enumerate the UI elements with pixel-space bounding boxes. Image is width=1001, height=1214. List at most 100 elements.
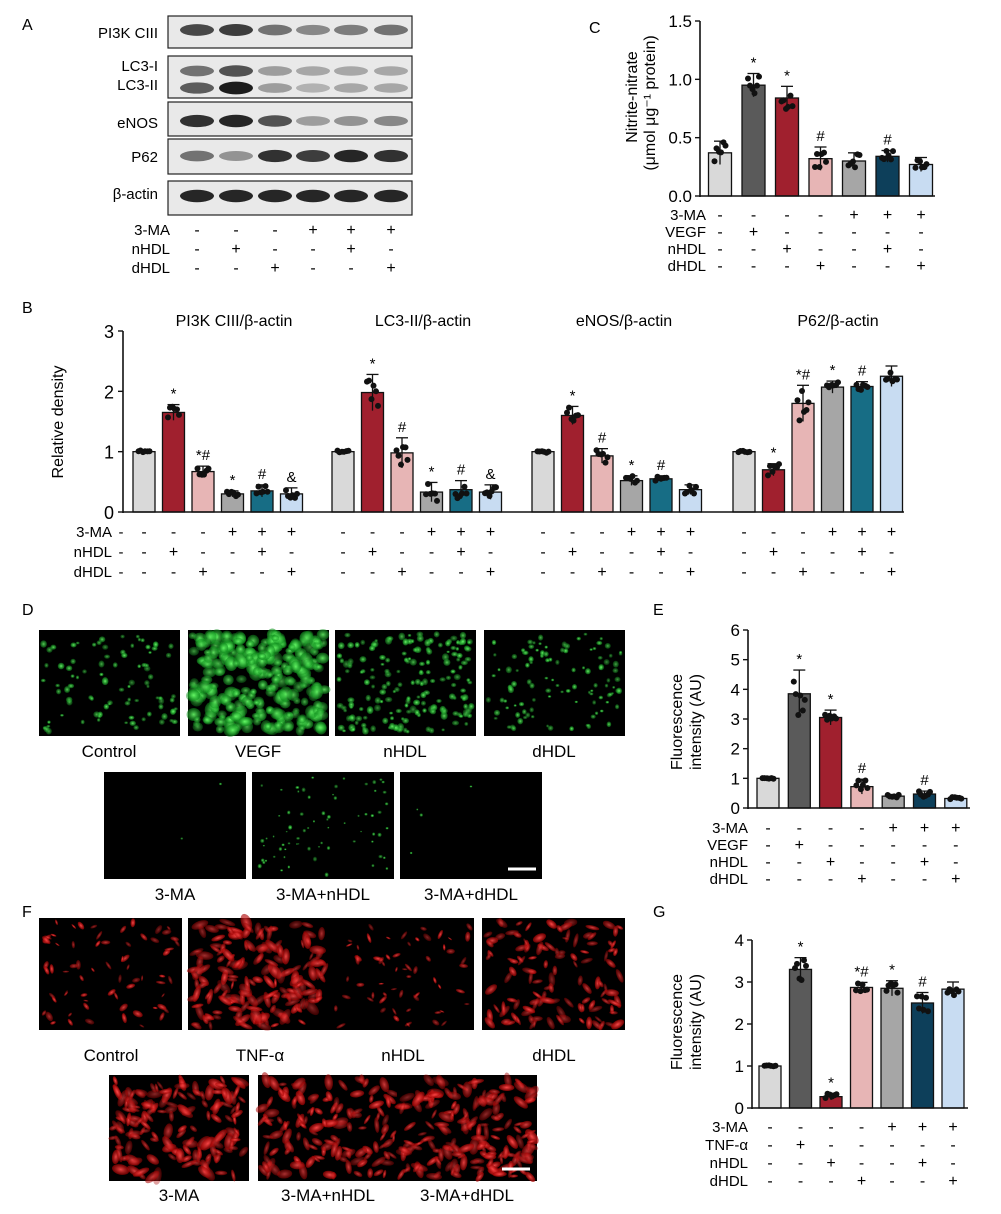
chart-c-data-point xyxy=(718,149,724,156)
micrograph-d-dhdl-cell xyxy=(522,715,528,720)
micrograph-f-nhdl-cell xyxy=(406,1008,412,1013)
micrograph-f-tnf-cell xyxy=(221,948,235,962)
micrograph-d-dhdl-cell xyxy=(599,709,604,713)
micrograph-f-control-cell xyxy=(41,1010,47,1016)
blot-band-lc3 xyxy=(334,66,368,76)
micrograph-f-3ma-cell xyxy=(238,1146,249,1157)
micrograph-f-tnf-cell xyxy=(255,927,265,940)
blot-band-pi3k xyxy=(374,24,408,36)
micrograph-d-dhdl xyxy=(484,630,625,736)
micrograph-d-dhdl-cell xyxy=(499,697,505,703)
micrograph-f-control-cell xyxy=(166,926,171,931)
micrograph-f-3ma-cell xyxy=(181,1155,192,1163)
micrograph-f-control-cell xyxy=(155,925,163,934)
micrograph-f-tnf-cell xyxy=(222,940,233,945)
micrograph-f-3ma-dhdl-cell xyxy=(516,1134,524,1149)
micrograph-d-vegf-cell xyxy=(273,659,283,667)
chart-c-data-point xyxy=(881,156,887,163)
chart-b-data-point xyxy=(564,409,570,416)
micrograph-f-tnf-cell xyxy=(252,976,263,984)
micrograph-d-3ma-nhdl-cell xyxy=(371,840,374,843)
micrograph-d-dhdl-cell xyxy=(535,648,539,652)
chart-b-bar xyxy=(560,414,585,513)
chart-g-significance-mark: *# xyxy=(854,963,869,980)
micrograph-d-vegf-cell xyxy=(315,664,323,670)
micrograph-f-tnf-cell xyxy=(219,918,236,927)
micrograph-f-3ma-cell xyxy=(238,1096,246,1103)
micrograph-d-3ma-dhdl xyxy=(400,772,542,879)
micrograph-d-3ma-nhdl-cell xyxy=(307,795,311,799)
micrograph-f-tnf-cell xyxy=(273,978,277,988)
chart-b-data-point xyxy=(235,491,241,498)
chart-g-bar xyxy=(849,986,874,1109)
micrograph-f-nhdl-cell xyxy=(366,997,374,1002)
micrograph-d-nhdl-cell xyxy=(342,660,350,668)
micrograph-f-3ma-cell xyxy=(210,1132,224,1148)
micrograph-f-nhdl-cell xyxy=(400,931,408,940)
micrograph-d-nhdl-cell xyxy=(453,673,461,681)
micrograph-f-control-cell xyxy=(157,1003,167,1010)
chart-c-data-point xyxy=(856,152,863,159)
micrograph-d-vegf-cell xyxy=(215,725,224,734)
micrographs-f: Control TNF-α nHDL dHDL 3-MA 3-MA+nHDL 3-MA+dH… xyxy=(39,913,625,1205)
chart-e-treatment-sign: - xyxy=(891,854,896,871)
micrograph-f-dhdl-cell xyxy=(588,1005,603,1013)
chart-b-treatment-sign: - xyxy=(800,524,805,541)
chart-b-y-tick-label: 3 xyxy=(104,322,114,342)
chart-c-treatment-label: dHDL xyxy=(668,258,706,275)
micrograph-d-vegf-cell xyxy=(319,639,328,648)
micrograph-d-nhdl-cell xyxy=(349,714,356,722)
micrograph-f-dhdl-cell xyxy=(615,969,624,983)
blot-treatment-sign: - xyxy=(310,241,315,258)
micrograph-f-3ma-nhdl-cell xyxy=(302,1137,310,1151)
micrograph-d-dhdl-cell xyxy=(592,646,597,651)
chart-c-data-point xyxy=(780,97,787,104)
micrograph-d-control-cell xyxy=(158,697,165,705)
micrograph-f-control-cell xyxy=(50,1021,56,1025)
chart-g-treatment-label: 3-MA xyxy=(712,1119,748,1136)
micrograph-f-tnf-cell xyxy=(239,1000,250,1013)
chart-b-data-point xyxy=(776,461,782,468)
micrograph-f-3ma-dhdl-cell xyxy=(466,1120,477,1129)
micrograph-f-label: dHDL xyxy=(532,1046,575,1065)
micrograph-f-3ma-dhdl-cell xyxy=(399,1092,415,1102)
micrograph-f-3ma-cell xyxy=(174,1082,190,1090)
micrograph-d-nhdl-cell xyxy=(344,632,351,638)
micrograph-d-nhdl-cell xyxy=(336,676,342,682)
micrograph-f-tnf-cell xyxy=(301,922,314,928)
micrograph-f-control-cell xyxy=(55,942,60,947)
micrograph-f-control xyxy=(39,918,182,1030)
chart-b-data-point xyxy=(864,384,871,391)
micrograph-f-dhdl-cell xyxy=(577,975,583,986)
chart-e-data-point xyxy=(824,716,831,723)
micrograph-d-3ma-nhdl-cell xyxy=(297,843,300,845)
band-label-lc3-i: LC3-I xyxy=(121,58,158,75)
chart-b-data-point xyxy=(255,483,262,490)
panel-letter-g: G xyxy=(653,904,665,921)
micrograph-d-dhdl-cell xyxy=(593,683,598,688)
micrograph-d-control-cell xyxy=(141,717,146,722)
micrograph-d-nhdl-cell xyxy=(384,696,393,703)
micrograph-d-3ma-nhdl-cell xyxy=(327,815,331,819)
chart-c-data-point xyxy=(923,161,930,168)
blot-band-beta-actin xyxy=(374,189,408,203)
chart-b-significance-mark: * xyxy=(230,472,236,489)
micrograph-d-control-cell xyxy=(103,703,110,710)
micrograph-f-3ma-nhdl-cell xyxy=(295,1090,306,1106)
micrograph-d-control-cell xyxy=(173,707,178,711)
micrograph-f-3ma-dhdl-cell xyxy=(458,1143,475,1153)
chart-b-data-point xyxy=(830,382,837,389)
chart-b-data-point xyxy=(737,447,744,454)
micrograph-d-nhdl-cell xyxy=(336,653,343,659)
micrograph-f-nhdl-cell xyxy=(399,989,404,998)
micrograph-f-nhdl-cell xyxy=(404,963,412,972)
chart-b-data-point xyxy=(765,472,771,479)
micrograph-f-3ma-cell xyxy=(159,1088,172,1095)
micrograph-f-3ma-dhdl-cell xyxy=(525,1171,536,1183)
chart-e: Fluorescence intensity (AU) 0 1 2 3 4 5 6 * * # #3… xyxy=(669,621,970,888)
chart-b-data-point xyxy=(142,448,148,455)
micrograph-f-3ma-nhdl-cell xyxy=(261,1072,271,1089)
micrograph-d-nhdl-cell xyxy=(450,669,456,674)
micrograph-f-3ma-cell xyxy=(212,1098,221,1115)
micrograph-d-nhdl-cell xyxy=(359,656,367,663)
